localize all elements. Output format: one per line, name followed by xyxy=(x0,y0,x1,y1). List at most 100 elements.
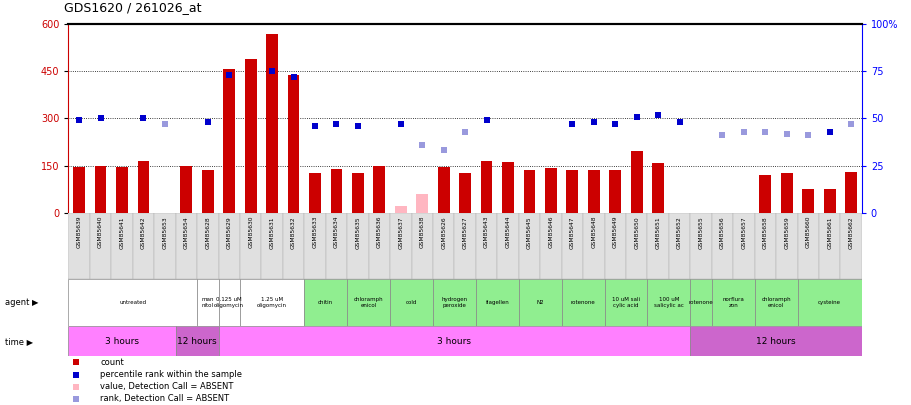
Text: GSM85639: GSM85639 xyxy=(77,216,81,248)
Bar xyxy=(711,213,732,279)
Text: GSM85657: GSM85657 xyxy=(741,216,745,249)
Bar xyxy=(368,213,390,279)
Bar xyxy=(561,279,604,326)
Bar xyxy=(433,213,454,279)
Bar xyxy=(330,168,342,213)
Bar xyxy=(844,173,856,213)
Bar xyxy=(502,162,513,213)
Text: chloramph
enicol: chloramph enicol xyxy=(353,297,383,308)
Bar xyxy=(416,194,427,213)
Text: GSM85654: GSM85654 xyxy=(184,216,189,249)
Bar xyxy=(111,213,133,279)
Bar xyxy=(823,189,834,213)
Text: rotenone: rotenone xyxy=(570,300,595,305)
Bar xyxy=(732,213,753,279)
Text: GSM85650: GSM85650 xyxy=(633,216,639,249)
Bar xyxy=(711,279,753,326)
Bar xyxy=(802,189,814,213)
Bar xyxy=(240,213,261,279)
Text: GDS1620 / 261026_at: GDS1620 / 261026_at xyxy=(64,1,201,14)
Text: GSM85638: GSM85638 xyxy=(419,216,425,248)
Text: 3 hours: 3 hours xyxy=(105,337,138,346)
Bar xyxy=(197,213,219,279)
Bar xyxy=(261,213,282,279)
Text: cold: cold xyxy=(405,300,416,305)
Text: GSM85659: GSM85659 xyxy=(783,216,788,249)
Text: GSM85651: GSM85651 xyxy=(655,216,660,249)
Bar xyxy=(180,166,192,213)
Bar xyxy=(480,161,492,213)
Bar xyxy=(647,279,690,326)
Text: GSM85647: GSM85647 xyxy=(569,216,574,249)
Bar xyxy=(545,168,557,213)
Text: norflura
zon: norflura zon xyxy=(722,297,743,308)
Bar xyxy=(818,213,839,279)
Bar xyxy=(309,173,321,213)
Text: GSM85656: GSM85656 xyxy=(719,216,724,249)
Bar xyxy=(609,170,620,213)
Bar xyxy=(839,213,861,279)
Text: percentile rank within the sample: percentile rank within the sample xyxy=(100,370,242,379)
Text: GSM85632: GSM85632 xyxy=(291,216,296,249)
Text: GSM85640: GSM85640 xyxy=(98,216,103,248)
Text: GSM85652: GSM85652 xyxy=(676,216,681,249)
Bar xyxy=(604,279,647,326)
Bar xyxy=(240,279,304,326)
Bar xyxy=(347,279,390,326)
Bar xyxy=(68,279,197,326)
Text: 1.25 uM
oligomycin: 1.25 uM oligomycin xyxy=(257,297,287,308)
Bar xyxy=(223,70,235,213)
Bar xyxy=(219,326,690,356)
Bar xyxy=(411,213,433,279)
Text: time ▶: time ▶ xyxy=(5,337,33,346)
Bar xyxy=(454,213,476,279)
Text: GSM85633: GSM85633 xyxy=(312,216,317,248)
Bar xyxy=(775,213,796,279)
Bar xyxy=(796,279,861,326)
Bar xyxy=(433,279,476,326)
Bar xyxy=(197,279,219,326)
Bar xyxy=(68,326,176,356)
Text: chloramph
enicol: chloramph enicol xyxy=(761,297,790,308)
Bar xyxy=(244,59,256,213)
Bar xyxy=(325,213,347,279)
Text: GSM85662: GSM85662 xyxy=(848,216,853,249)
Text: cysteine: cysteine xyxy=(817,300,840,305)
Bar xyxy=(373,166,384,213)
Bar xyxy=(753,279,796,326)
Text: GSM85634: GSM85634 xyxy=(333,216,339,248)
Text: GSM85646: GSM85646 xyxy=(548,216,553,248)
Text: N2: N2 xyxy=(536,300,543,305)
Text: GSM85627: GSM85627 xyxy=(462,216,467,249)
Bar xyxy=(201,170,213,213)
Text: GSM85635: GSM85635 xyxy=(355,216,360,249)
Bar xyxy=(690,326,861,356)
Text: 12 hours: 12 hours xyxy=(177,337,217,346)
Bar xyxy=(690,213,711,279)
Bar xyxy=(651,163,663,213)
Bar xyxy=(759,175,771,213)
Bar xyxy=(496,213,518,279)
Text: GSM85628: GSM85628 xyxy=(205,216,210,249)
Bar xyxy=(176,326,219,356)
Bar xyxy=(796,213,818,279)
Bar xyxy=(352,173,363,213)
Bar xyxy=(523,170,535,213)
Bar xyxy=(219,213,240,279)
Bar xyxy=(304,279,347,326)
Bar xyxy=(561,213,582,279)
Bar xyxy=(133,213,154,279)
Text: GSM85649: GSM85649 xyxy=(612,216,617,248)
Text: rotenone: rotenone xyxy=(688,300,712,305)
Bar xyxy=(518,213,539,279)
Bar xyxy=(138,161,149,213)
Bar xyxy=(566,170,578,213)
Bar xyxy=(390,279,433,326)
Bar xyxy=(690,279,711,326)
Text: agent ▶: agent ▶ xyxy=(5,298,38,307)
Text: GSM85631: GSM85631 xyxy=(270,216,274,249)
Text: chitin: chitin xyxy=(318,300,333,305)
Bar xyxy=(582,213,604,279)
Bar xyxy=(476,279,518,326)
Text: rank, Detection Call = ABSENT: rank, Detection Call = ABSENT xyxy=(100,394,229,403)
